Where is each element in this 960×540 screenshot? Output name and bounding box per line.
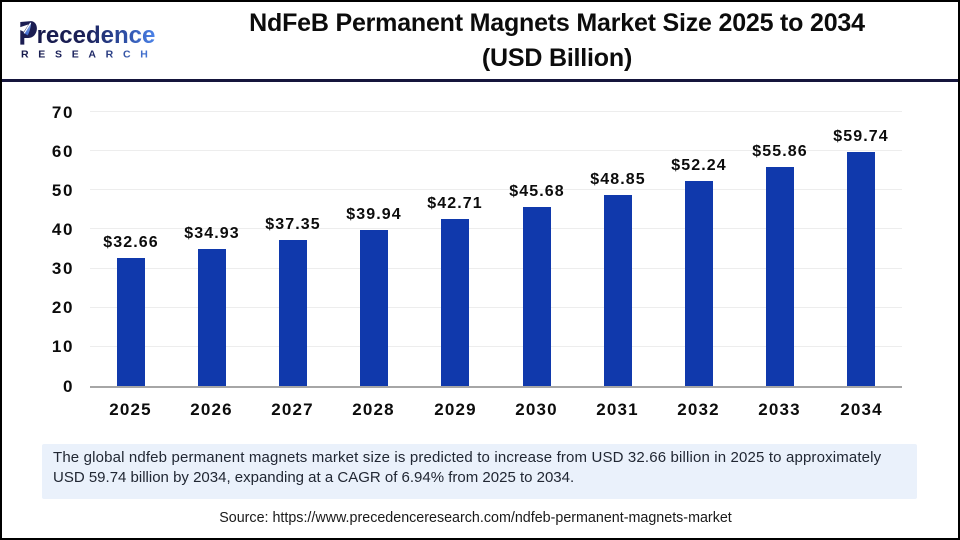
svg-text:recedence: recedence [37, 22, 156, 49]
svg-text:RESEARCH: RESEARCH [21, 49, 158, 61]
